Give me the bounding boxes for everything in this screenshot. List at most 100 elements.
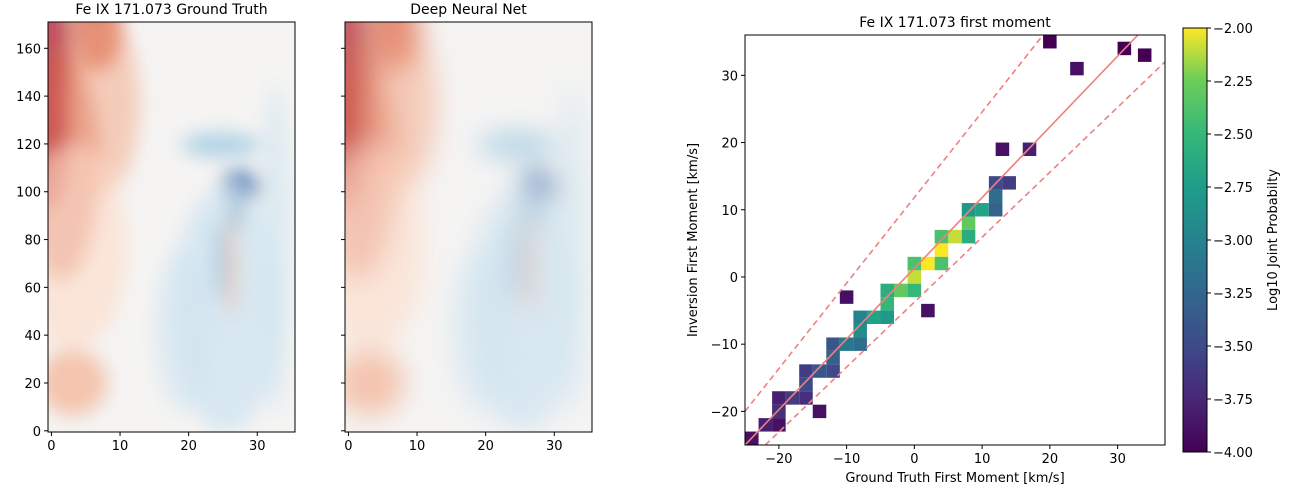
axes-frame: [47, 21, 296, 433]
x-tick-label: 20: [1042, 452, 1059, 467]
heatmap-image: [345, 22, 592, 432]
y-tick-label: 140: [16, 90, 41, 105]
hist-cell: [812, 404, 827, 419]
hist-area: [745, 35, 1165, 445]
hist-cell: [866, 310, 881, 325]
hist-cell: [826, 350, 840, 365]
y-tick-label: −10: [711, 338, 738, 353]
heat-blob: [510, 218, 521, 301]
heat-blob: [345, 145, 425, 350]
colorbar-tick-label: −2.50: [1213, 128, 1253, 143]
hist-cell: [934, 229, 949, 244]
hist-cell: [975, 203, 989, 217]
hist-cell: [826, 337, 840, 351]
heatmap-texture: [48, 22, 291, 432]
y-tick-label: 60: [24, 281, 41, 296]
hist-cell: [799, 377, 813, 392]
heat-blob: [522, 218, 533, 318]
x-tick-label: 30: [546, 439, 563, 454]
colorbar-tick-label: −3.75: [1213, 393, 1253, 408]
axes-title: Fe IX 171.073 Ground Truth: [75, 2, 267, 18]
hist-cell: [961, 229, 976, 244]
colorbar-tick-label: −4.00: [1213, 446, 1253, 461]
y-tick-label: −20: [711, 405, 738, 420]
hist-cell: [853, 310, 867, 325]
hist-cell: [988, 189, 1003, 204]
axes-frame: [344, 21, 593, 433]
colorbar-tick-label: −2.00: [1213, 22, 1253, 37]
hist-cell: [921, 303, 935, 318]
colorbar: [1182, 27, 1208, 453]
hist-cell: [1137, 48, 1152, 62]
hist-cell: [934, 243, 949, 257]
hist-cell: [907, 270, 922, 284]
heat-blob: [451, 247, 511, 412]
heatmap-image: [48, 22, 295, 432]
hist-cell: [921, 256, 935, 271]
y-tick-label: 20: [721, 137, 738, 152]
y-tick-label: 10: [721, 204, 738, 219]
hist-cell: [772, 391, 786, 405]
y-axis-label: Inversion First Moment [km/s]: [686, 143, 701, 337]
hist-cell: [1070, 61, 1084, 76]
hist-cell: [948, 229, 962, 244]
hist-cell: [812, 364, 827, 378]
colorbar-tick-label: −2.25: [1213, 75, 1253, 90]
hist-cell: [853, 337, 867, 351]
reference-line: [745, 35, 1044, 412]
x-tick-label: 0: [910, 452, 918, 467]
colorbar-label: Log10 Joint Probabilty: [1266, 169, 1281, 311]
hist-cell: [995, 142, 1010, 156]
y-tick-label: 100: [16, 186, 41, 201]
heat-blob: [181, 132, 261, 158]
colorbar-tick-label: −3.50: [1213, 340, 1253, 355]
y-tick-label: 20: [24, 377, 41, 392]
hist-cell: [907, 283, 922, 298]
hist-cell: [961, 203, 976, 217]
hist-cell: [880, 283, 895, 298]
hist-cell: [894, 283, 908, 298]
x-tick-label: −20: [765, 452, 792, 467]
hist-cell: [839, 337, 854, 351]
y-tick-label: 30: [721, 69, 738, 84]
hist-cell: [839, 290, 854, 304]
heat-blob: [260, 83, 291, 412]
axes-title: Fe IX 171.073 first moment: [859, 15, 1051, 31]
x-tick-label: 10: [974, 452, 991, 467]
hist-cell: [826, 364, 840, 378]
axes-title: Deep Neural Net: [410, 2, 527, 18]
x-tick-label: 20: [180, 439, 197, 454]
y-tick-label: 80: [24, 234, 41, 249]
heat-blob: [478, 132, 558, 158]
hist-cell: [961, 216, 976, 230]
colorbar-tick-label: −2.75: [1213, 181, 1253, 196]
hist-cell: [907, 256, 922, 271]
heat-blob: [557, 83, 588, 412]
colorbar-tick-label: −3.25: [1213, 287, 1253, 302]
hist-cell: [799, 391, 813, 405]
y-tick-label: 0: [33, 425, 41, 440]
hist-cell: [772, 404, 786, 419]
x-tick-label: 30: [1109, 452, 1126, 467]
hist-cell: [880, 310, 895, 325]
heat-blob: [213, 218, 224, 301]
x-tick-label: 10: [112, 439, 129, 454]
hist-cell: [880, 297, 895, 311]
heat-blob: [48, 350, 108, 416]
hist-cell: [799, 364, 813, 378]
x-tick-label: 0: [47, 439, 55, 454]
hist-cell: [1043, 35, 1057, 49]
heat-blob: [48, 145, 128, 350]
heat-blob: [154, 247, 214, 412]
reference-line: [745, 35, 1139, 445]
axes-frame: [744, 34, 1166, 446]
hist-cell: [785, 391, 800, 405]
hist-cell: [772, 418, 786, 432]
reference-line: [764, 61, 1165, 445]
heatmap-texture: [345, 22, 588, 432]
x-tick-label: 20: [477, 439, 494, 454]
y-tick-label: 0: [730, 271, 738, 286]
y-tick-label: 120: [16, 138, 41, 153]
